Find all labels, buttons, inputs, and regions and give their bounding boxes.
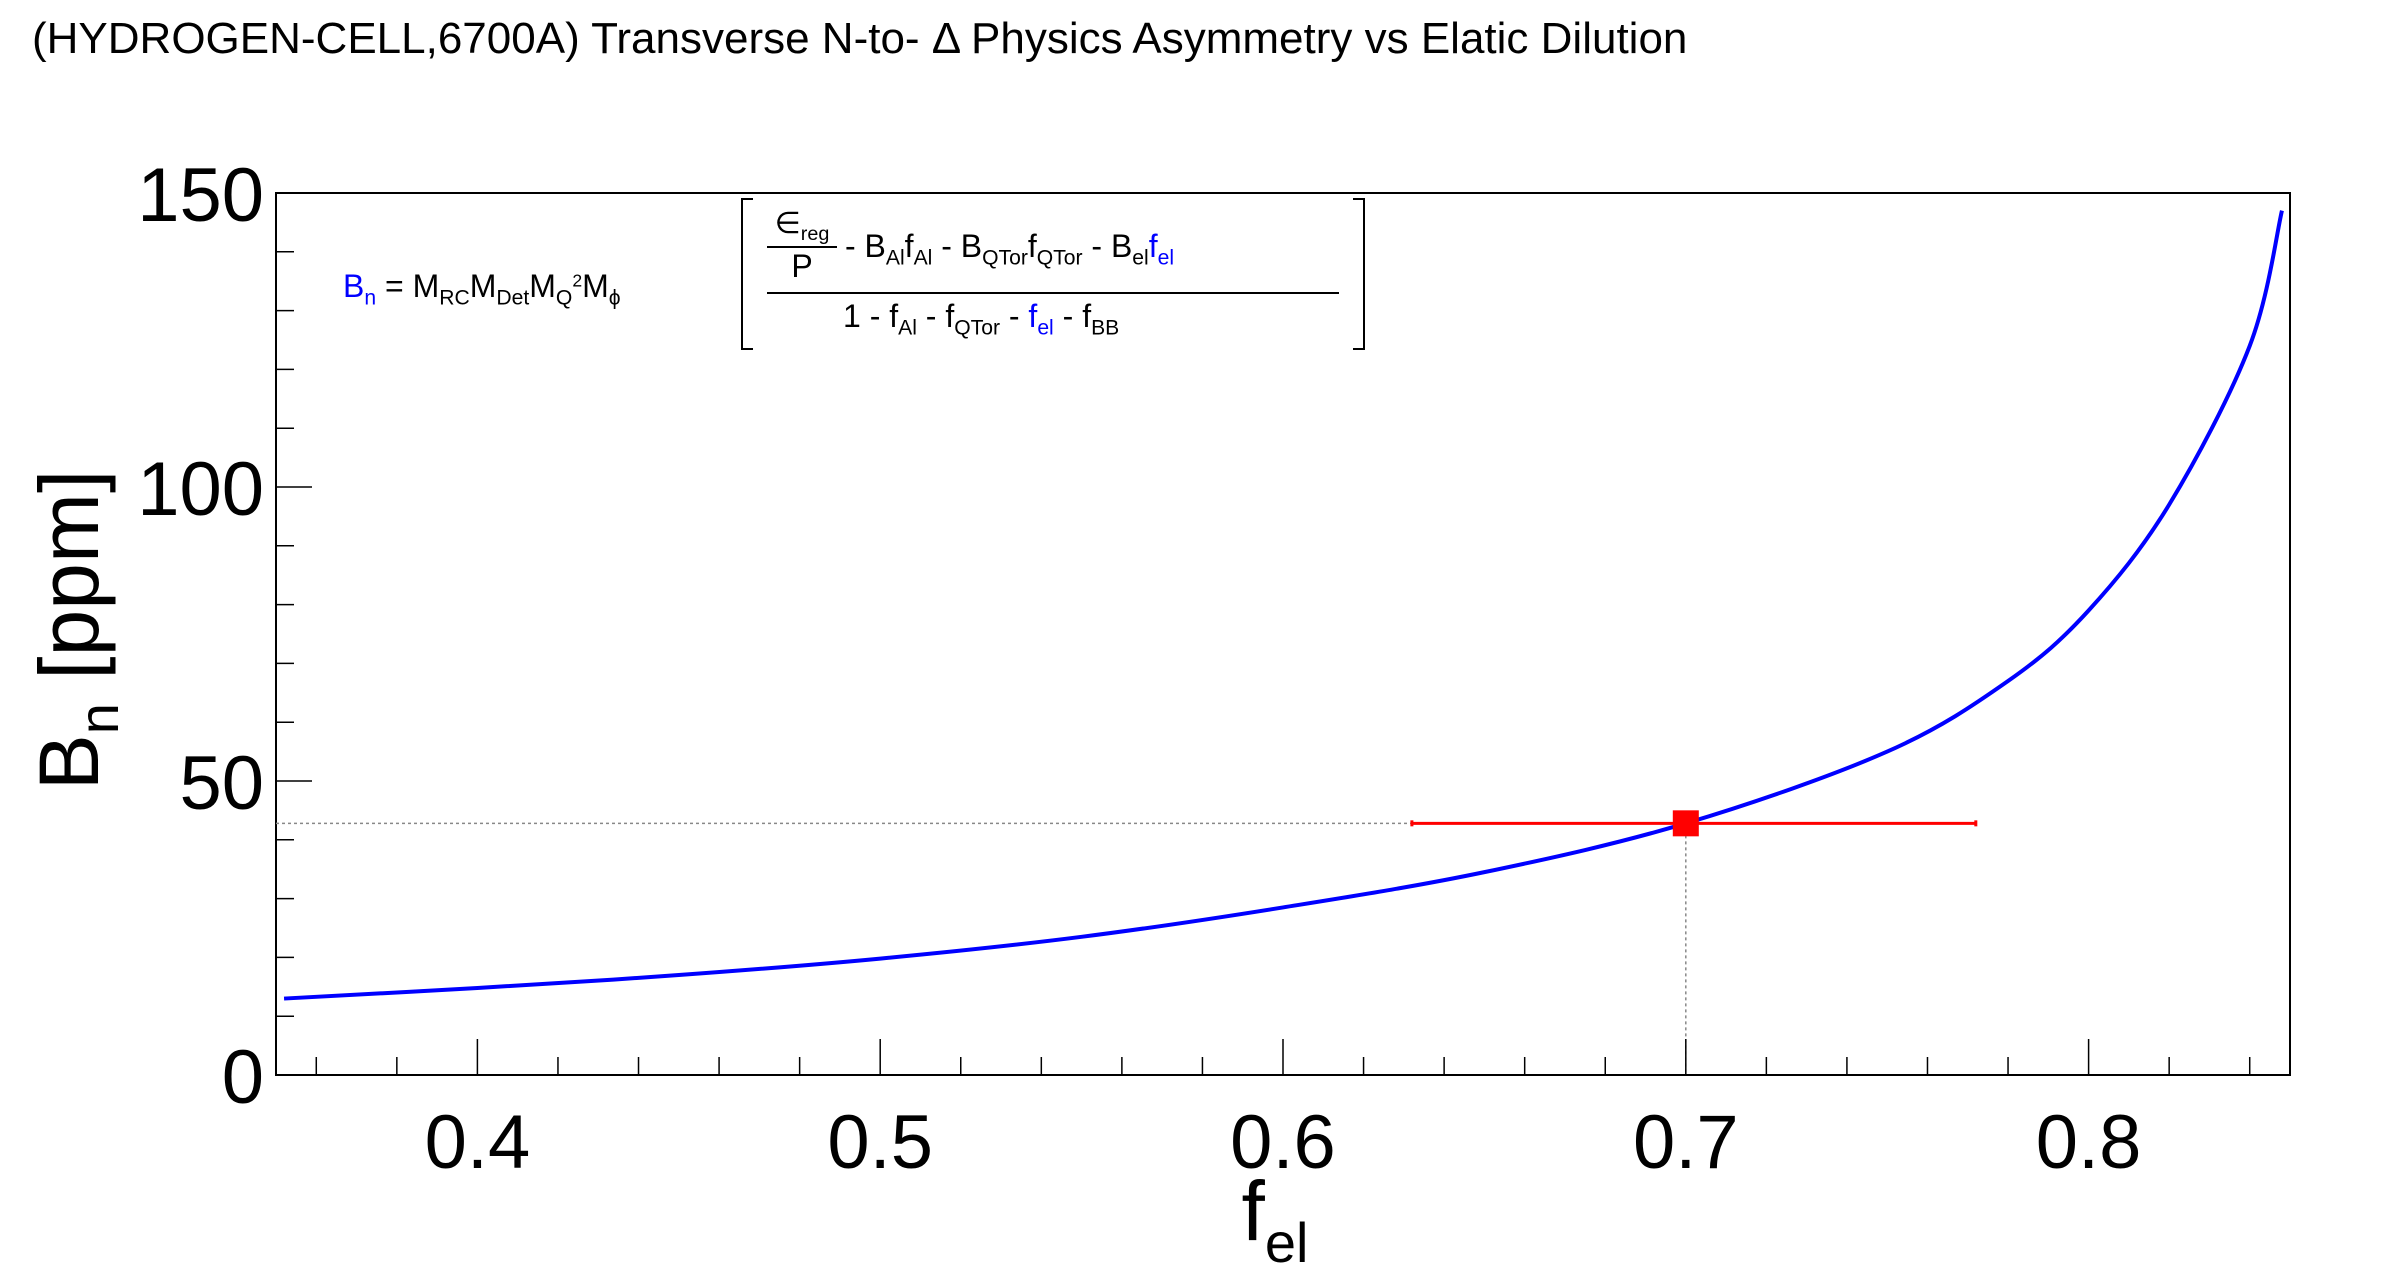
y-axis-label: Bn [ppm]	[22, 470, 130, 791]
formula-main-fraction-bar	[767, 292, 1339, 294]
x-axis-label: fel	[1242, 1164, 1309, 1272]
x-tick-label: 0.6	[1230, 1100, 1336, 1185]
formula-n-fel: f	[1148, 228, 1158, 264]
formula-numerator-terms: - BAlfAl - BQTorfQTor - Belfel	[845, 228, 1174, 270]
y-tick-label: 50	[179, 741, 264, 826]
formula-P: P	[791, 248, 813, 284]
formula-d-bb: BB	[1091, 316, 1120, 340]
formula-bracket-right	[1353, 198, 1365, 350]
y-tick-label: 100	[137, 447, 264, 532]
formula-bracket-left	[741, 198, 753, 350]
formula-mq: Q	[555, 286, 573, 310]
formula-mrc: RC	[439, 286, 470, 310]
y-axis-label-unit: [ppm]	[22, 470, 116, 703]
formula-n-f2: f	[1027, 228, 1037, 264]
x-tick-label: 0.8	[2036, 1100, 2142, 1185]
formula-bn-sub: n	[364, 286, 377, 310]
formula-n1: - B	[845, 228, 886, 264]
formula-mdet: Det	[496, 286, 530, 310]
formula-m4: M	[582, 268, 609, 304]
formula-n-el: el	[1132, 246, 1149, 270]
data-point-marker	[1672, 810, 1699, 837]
formula-n2: - B	[932, 228, 983, 264]
plot-frame	[275, 192, 2291, 1076]
formula-d-fel: f	[1028, 298, 1038, 334]
formula-numerator: ∈reg P - BAlfAl - BQTorfQTor - Belfel	[767, 206, 1174, 298]
formula-eps-sym: ∈	[774, 207, 801, 240]
formula-eps-sub: reg	[800, 222, 830, 245]
formula-d-qtor: QTor	[954, 316, 1000, 340]
formula-eps: ∈reg	[767, 206, 837, 246]
y-tick-label: 150	[137, 153, 264, 238]
formula-bn: B	[343, 268, 365, 304]
formula-d2: - f	[916, 298, 955, 334]
x-tick-label: 0.4	[425, 1100, 531, 1185]
chart-title: (HYDROGEN-CELL,6700A) Transverse N-to- Δ…	[32, 14, 1688, 63]
formula-n-fel-sub: el	[1157, 246, 1175, 270]
formula-d3: -	[999, 298, 1029, 334]
formula-n-qtor: QTor	[982, 246, 1028, 270]
y-axis-label-sub: n	[67, 703, 130, 734]
formula-mphi: ϕ	[608, 286, 621, 310]
y-tick-label: 0	[222, 1035, 264, 1120]
x-axis-label-main: f	[1242, 1164, 1266, 1258]
formula-n-f1: f	[904, 228, 914, 264]
formula-denominator: 1 - fAl - fQTor - fel - fBB	[843, 298, 1119, 340]
x-tick-label: 0.5	[827, 1100, 933, 1185]
formula-n-qtor2: QTor	[1036, 246, 1083, 270]
formula-d1: 1 - f	[843, 298, 899, 334]
formula-eq: = M	[376, 268, 440, 304]
formula-n-al2: Al	[913, 246, 933, 270]
formula-d-al: Al	[898, 316, 917, 340]
formula-mq-sup: 2	[572, 270, 583, 291]
series-line	[283, 210, 2284, 1001]
x-axis-label-sub: el	[1265, 1211, 1309, 1272]
formula-lhs: Bn = MRCMDetMQ2Mϕ	[343, 268, 621, 310]
formula-n-al: Al	[885, 246, 905, 270]
formula-n3: - B	[1082, 228, 1133, 264]
formula-d-fel-sub: el	[1037, 316, 1054, 340]
formula-d4: - f	[1053, 298, 1092, 334]
y-axis-label-main: B	[22, 734, 116, 790]
formula-small-fraction-bar	[767, 246, 837, 248]
x-tick-label: 0.7	[1633, 1100, 1739, 1185]
formula-m2: M	[469, 268, 497, 304]
formula-m3: M	[529, 268, 556, 304]
